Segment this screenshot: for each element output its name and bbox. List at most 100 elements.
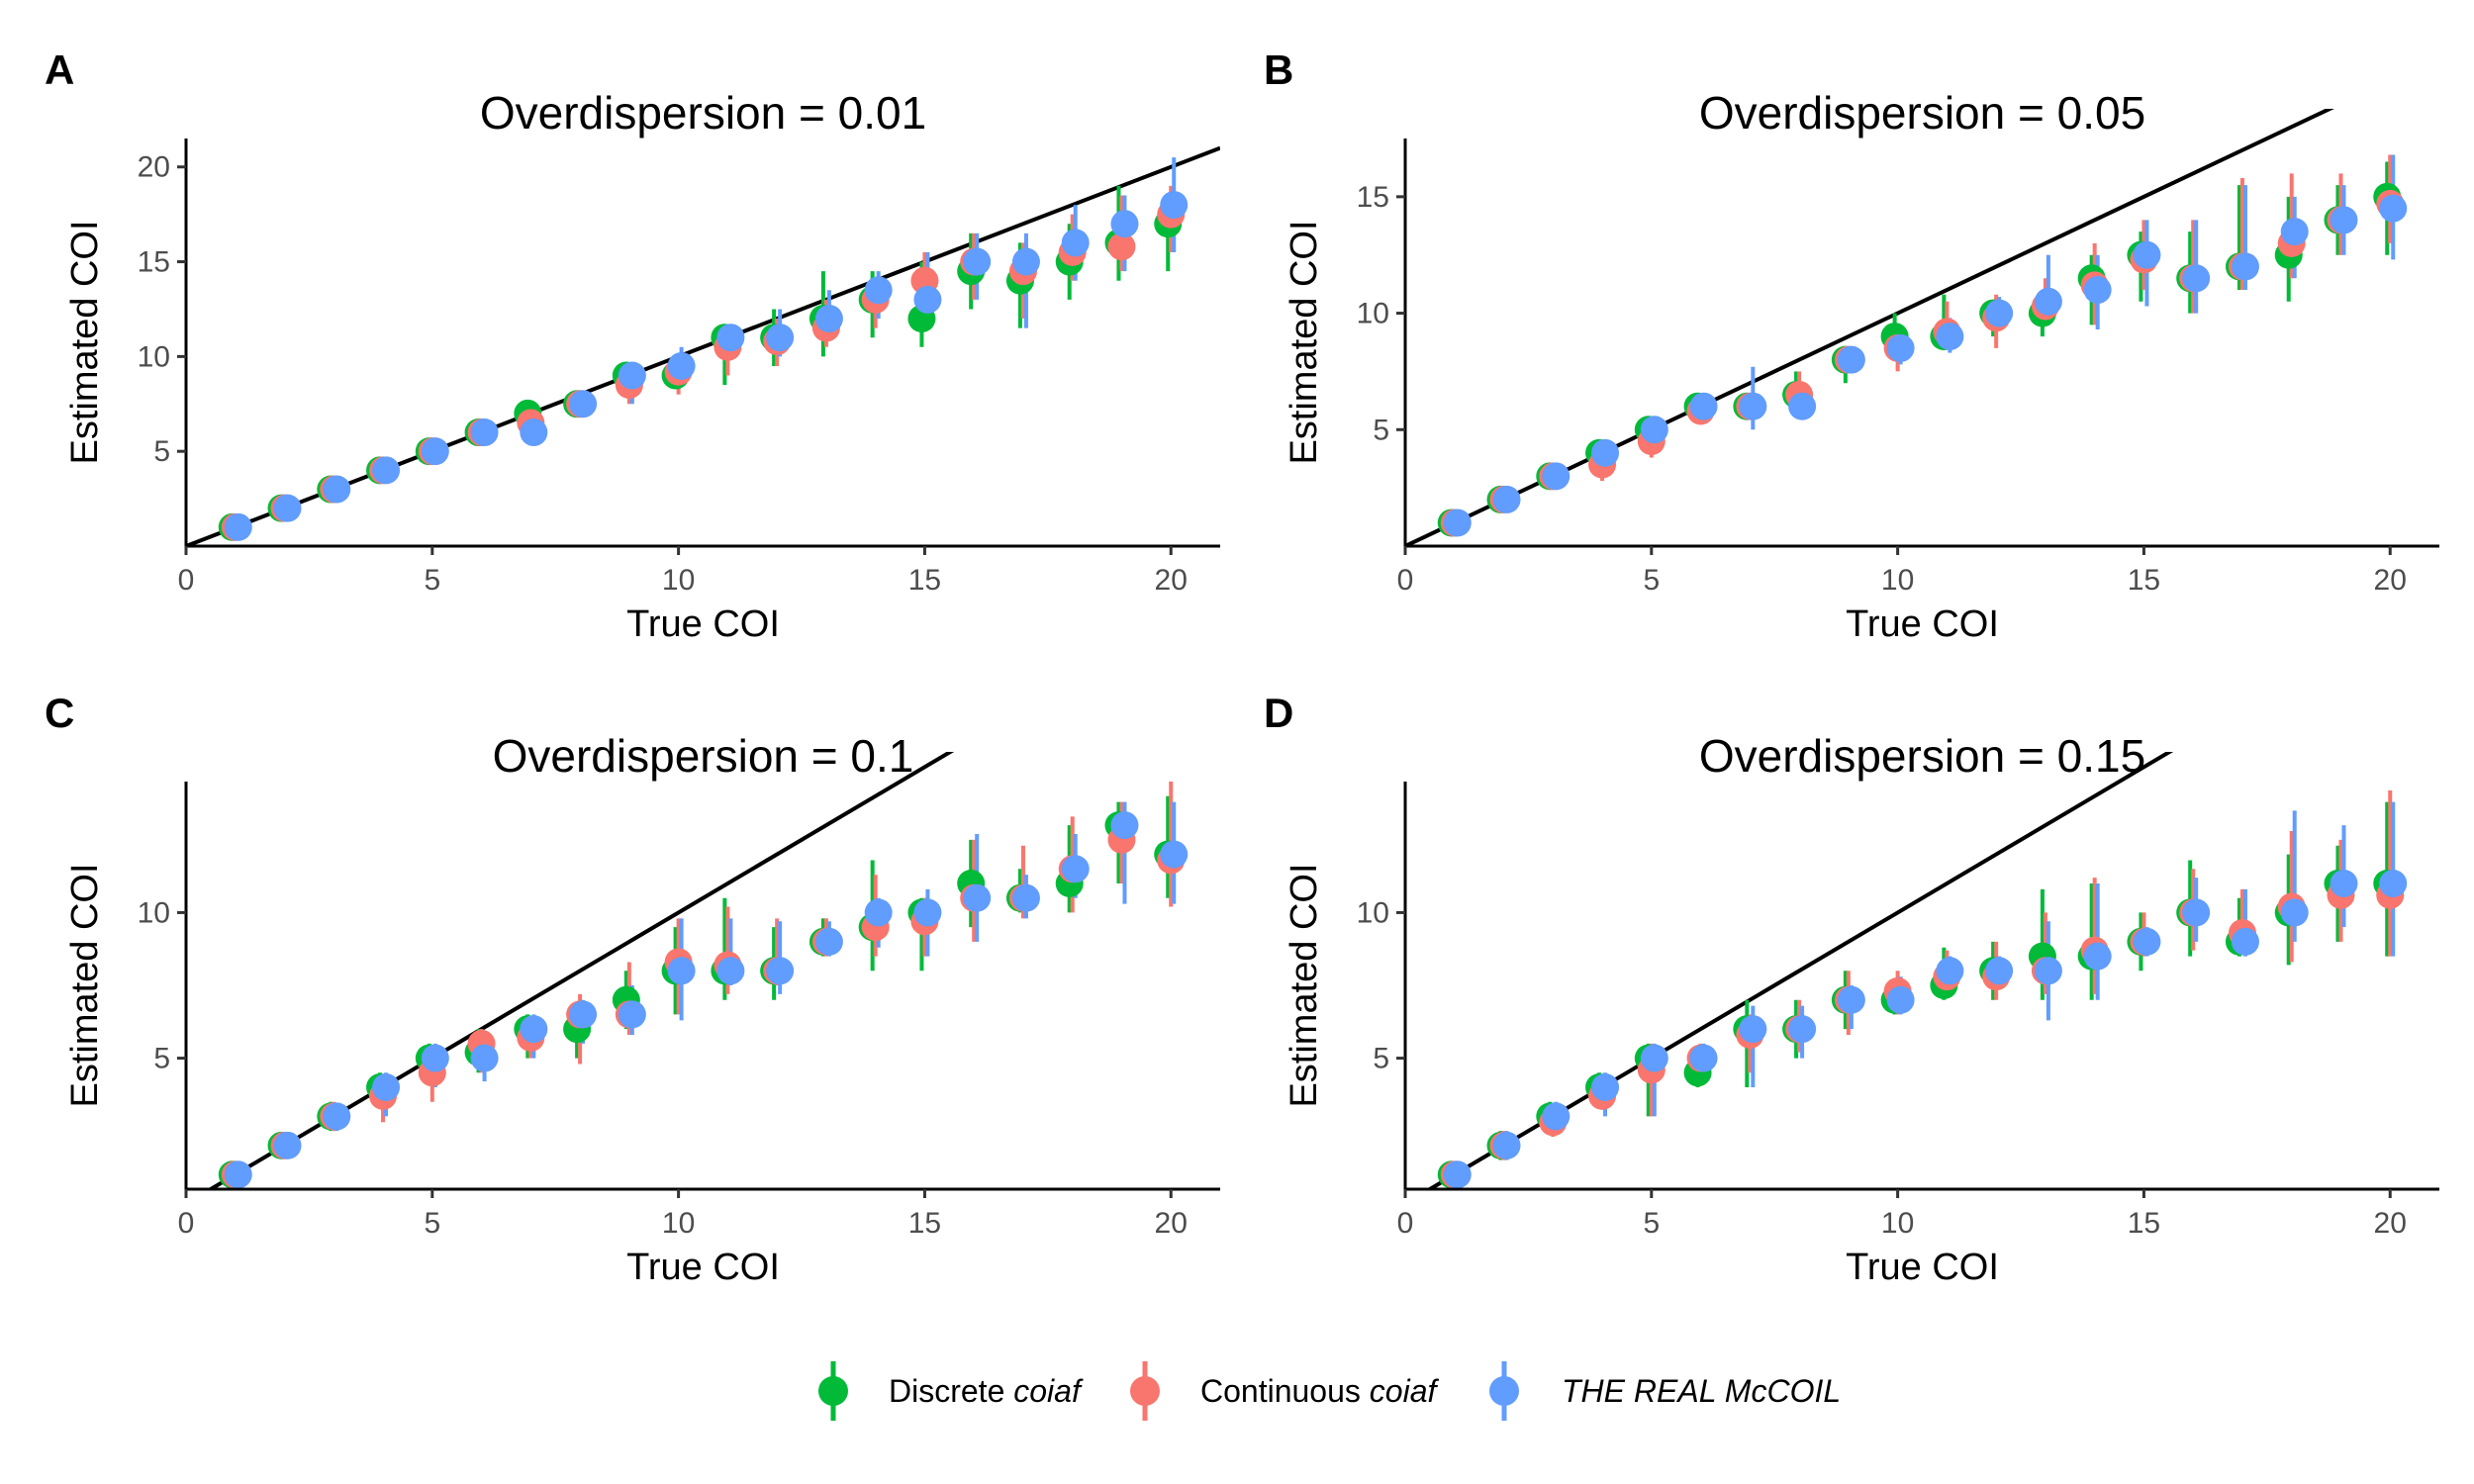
point-mccoil [1985,299,2014,327]
panel-title: Overdispersion = 0.1 [493,730,914,782]
point-mccoil [1591,438,1620,467]
point-mccoil [1837,345,1865,374]
y-tick-label: 10 [1357,896,1389,929]
point-mccoil [569,1000,598,1029]
point-mccoil [1640,1044,1668,1072]
y-tick-label: 5 [153,435,170,468]
point-mccoil [421,437,449,466]
point-mccoil [913,285,942,314]
x-tick-label: 10 [662,564,695,597]
point-mccoil [1443,509,1472,537]
point-mccoil [963,883,992,912]
point-mccoil [1689,1044,1718,1072]
point-mccoil [224,1160,252,1189]
panel-letter: C [45,690,74,736]
y-tick-label: 20 [138,151,170,184]
y-tick-label: 5 [1373,414,1389,446]
y-tick-label: 5 [1373,1043,1389,1075]
x-axis-title: True COI [626,603,780,645]
point-mccoil [1886,985,1915,1014]
point-mccoil [1443,1160,1472,1189]
point-mccoil [2034,287,2062,316]
point-mccoil [667,351,696,380]
point-mccoil [1640,416,1668,444]
panels: A Overdispersion = 0.01 0 5 10 15 20 5 10 15 20 Tru… [45,46,2439,1288]
point-mccoil [2083,276,2112,305]
point-mccoil [2330,870,2358,897]
x-tick-label: 5 [1643,564,1660,597]
x-axis-title: True COI [1846,603,1999,645]
point-mccoil [569,390,598,418]
x-tick-label: 10 [662,1207,695,1240]
point-mccoil [963,247,992,276]
y-axis-title: Estimated COI [1284,220,1325,464]
x-tick-label: 10 [1881,564,1914,597]
point-mccoil [716,324,745,352]
point-mccoil [520,1015,548,1044]
point-mccoil [1936,323,1964,351]
plot-area [186,145,1220,546]
point-mccoil [1492,485,1521,513]
x-tick-label: 15 [908,564,941,597]
x-axis-title: True COI [626,1247,780,1288]
legend-item-mccoil: THE REAL McCOIL [1489,1361,1841,1421]
point-mccoil [766,957,795,985]
point-mccoil [1936,957,1964,985]
x-tick-label: 5 [424,564,440,597]
point-mccoil [224,512,252,541]
point-mccoil [1160,840,1189,869]
legend: Discrete coiaf Continuous coiaf THE REAL… [818,1361,1841,1421]
point-mccoil [1110,210,1139,238]
x-tick-label: 10 [1881,1207,1914,1240]
x-tick-label: 0 [178,564,195,597]
point-mccoil [372,1073,401,1101]
point-mccoil [2280,218,2309,246]
legend-label-mccoil: THE REAL McCOIL [1562,1373,1841,1409]
y-axis-title: Estimated COI [64,220,106,464]
identity-line [1405,109,2334,546]
point-mccoil [2034,957,2062,985]
point-continuous [1107,232,1136,261]
point-mccoil [273,494,302,522]
point-mccoil [470,1044,499,1072]
point-mccoil [1788,392,1817,420]
x-tick-label: 0 [1397,564,1414,597]
identity-line [1425,752,2174,1189]
point-mccoil [1542,1102,1570,1131]
point-mccoil [1886,333,1915,362]
point-mccoil [2133,240,2161,269]
panel-letter: B [1264,46,1293,93]
y-tick-label: 10 [138,340,170,373]
x-tick-label: 15 [908,1207,941,1240]
point-mccoil [2231,252,2259,281]
point-mccoil [470,418,499,447]
panel-b: B Overdispersion = 0.05 0 5 10 15 20 5 10 15 True … [1264,46,2439,645]
identity-line [186,145,1220,546]
point-mccoil [864,276,893,305]
legend-key-continuous-point [1130,1376,1160,1406]
x-tick-label: 20 [1155,1207,1188,1240]
y-tick-label: 5 [153,1043,170,1075]
x-tick-label: 0 [178,1207,195,1240]
point-mccoil [667,957,696,985]
point-mccoil [716,957,745,985]
legend-label-continuous: Continuous coiaf [1200,1373,1439,1409]
legend-item-discrete: Discrete coiaf [818,1361,1084,1421]
point-mccoil [2182,898,2211,927]
point-mccoil [913,898,942,927]
y-axis-title: Estimated COI [64,863,106,1107]
x-tick-label: 5 [1643,1207,1660,1240]
point-mccoil [2379,194,2408,223]
point-mccoil [1011,247,1040,276]
x-tick-label: 15 [2128,1207,2160,1240]
point-mccoil [1788,1015,1817,1044]
point-mccoil [2231,927,2259,956]
y-axis-title: Estimated COI [1284,863,1325,1107]
point-mccoil [814,927,843,956]
point-mccoil [766,324,795,352]
point-mccoil [864,898,893,927]
point-mccoil [1985,957,2014,985]
panel-d: D Overdispersion = 0.15 0 5 10 15 20 5 10 True CO… [1264,690,2439,1288]
panel-c: C Overdispersion = 0.1 0 5 10 15 20 5 10 True COI… [45,690,1220,1288]
